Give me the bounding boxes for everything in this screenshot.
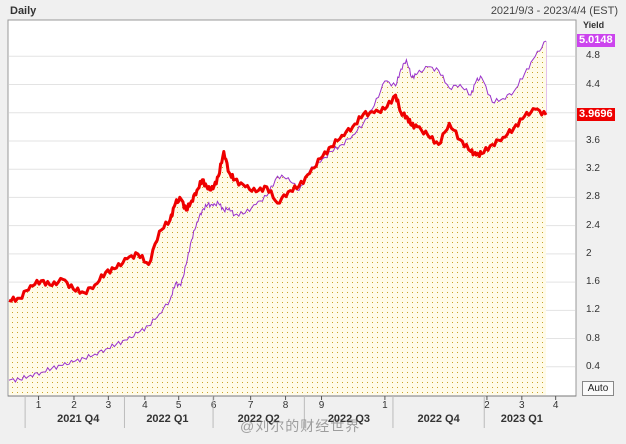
y-tick-label: 1.2 [586,304,600,316]
quarter-label: 2022 Q3 [328,413,370,425]
date-range-label: 2021/9/3 - 2023/4/4 (EST) [490,5,618,17]
x-tick-label: 9 [319,400,325,411]
x-tick-label: 3 [519,400,525,411]
x-tick-label: 1 [382,400,388,411]
chart-period-label: Daily [10,5,37,17]
area-fill [9,41,546,395]
series-last-value-10y: 3.9696 [577,107,615,121]
y-axis-title: Yield [583,20,605,30]
y-tick-label: 3.6 [586,134,600,146]
x-tick-label: 8 [283,400,289,411]
x-tick-label: 2 [484,400,490,411]
x-tick-label: 3 [106,400,112,411]
y-tick-label: 2.4 [586,219,600,231]
series-line-2y [8,40,547,383]
x-axis: 1 2 3 4 5 6 7 8 9 1 2 3 4 2021 Q4 2022 Q1 2022 Q2 2022 Q… [8,395,576,428]
x-tick-label: 5 [176,400,182,411]
y-tick-label: 2 [586,247,592,259]
auto-scale-button[interactable]: Auto [582,381,614,396]
y-tick-label: 1.6 [586,276,600,288]
quarter-label: 2021 Q4 [57,413,100,425]
y-tick-label: 4.8 [586,50,600,62]
quarter-label: 2022 Q2 [238,413,280,425]
x-tick-label: 4 [142,400,148,411]
watermark: @刘尔的财经世界 [240,418,361,434]
series-last-value-2y: 5.0148 [577,34,615,48]
quarter-label: 2022 Q1 [146,413,188,425]
x-tick-label: 7 [248,400,254,411]
y-tick-label: 0.4 [586,360,600,372]
x-tick-label: 4 [553,400,559,411]
y-tick-label: 4.4 [586,78,600,90]
y-tick-label: 2.8 [586,191,600,203]
quarter-label: 2022 Q4 [417,413,460,425]
y-tick-label: 0.8 [586,332,600,344]
x-tick-label: 2 [71,400,77,411]
y-tick-label: 3.2 [586,163,600,175]
quarter-label: 2023 Q1 [501,413,543,425]
series-line-10y [8,93,548,303]
x-tick-label: 6 [211,400,217,411]
x-tick-label: 1 [36,400,42,411]
